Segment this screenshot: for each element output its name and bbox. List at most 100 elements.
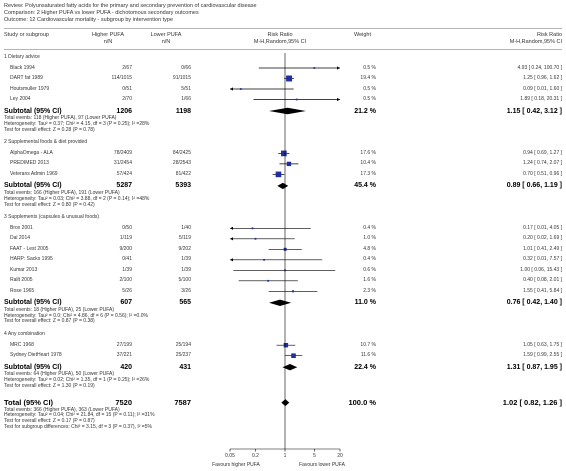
study-name: MRC 1968 bbox=[10, 341, 34, 348]
total-higher-n: 7520 bbox=[115, 397, 132, 407]
study-lower-events: 25/194 bbox=[175, 341, 191, 348]
study-ci-text: 0.40 [ 0.08, 2.01 ] bbox=[523, 277, 562, 284]
study-higher-events: 0/41 bbox=[122, 256, 132, 263]
subtotal-label: Subtotal (95% CI) bbox=[4, 182, 62, 190]
study-lower-events: 28/2543 bbox=[172, 160, 191, 167]
study-weight: 4.8 % bbox=[363, 245, 376, 252]
subtotal-label: Subtotal (95% CI) bbox=[4, 363, 62, 371]
study-ci-arrow-right bbox=[337, 66, 340, 70]
study-weight: 0.5 % bbox=[363, 64, 376, 71]
x-axis-tick-label: 0.05 bbox=[225, 453, 235, 459]
study-weight: 17.3 % bbox=[360, 170, 376, 177]
study-higher-events: 31/2454 bbox=[113, 160, 132, 167]
study-weight: 19.4 % bbox=[360, 75, 376, 81]
total-lower-n: 7587 bbox=[174, 397, 191, 407]
x-axis-tick-label: 20 bbox=[337, 453, 343, 459]
favours-lower-label: Favours lower PUFA bbox=[299, 462, 345, 468]
total-note: Test for subgroup differences: Chi² = 3.… bbox=[4, 424, 152, 430]
study-ci-text: 1.00 [ 0.06, 15.43 ] bbox=[520, 266, 562, 273]
study-name: Rose 1965 bbox=[10, 287, 35, 294]
subgroup-note: Total events: 118 (Higher PUFA), 97 (Low… bbox=[4, 115, 117, 121]
study-lower-events: 1/39 bbox=[181, 266, 191, 273]
header-bottom-rule bbox=[4, 49, 562, 50]
study-ci-text: 0.20 [ 0.02, 1.69 ] bbox=[523, 235, 562, 242]
study-point-estimate bbox=[281, 150, 287, 157]
study-point-estimate bbox=[291, 353, 296, 358]
study-ci-arrow-left bbox=[230, 258, 233, 262]
study-point-estimate bbox=[313, 67, 316, 69]
subtotal-diamond bbox=[269, 299, 292, 306]
subtotal-lower-n: 565 bbox=[179, 299, 191, 307]
study-point-estimate bbox=[286, 161, 292, 167]
study-higher-events: 114/1015 bbox=[111, 75, 132, 81]
group-title: 3 Supplements (capsules & unusual foods) bbox=[4, 214, 100, 221]
study-name: Brox 2001 bbox=[10, 224, 33, 231]
study-ci-text: 0.94 [ 0.69, 1.27 ] bbox=[523, 149, 562, 156]
subgroup-note: Total events: 64 (Higher PUFA), 50 (Lowe… bbox=[4, 371, 115, 378]
study-weight: 11.6 % bbox=[360, 352, 376, 359]
outcome-line: Outcome: 12 Cardiovascular mortality - s… bbox=[4, 17, 174, 23]
study-name: Houtsmuller 1979 bbox=[10, 85, 50, 92]
subtotal-ci-text: 1.15 [ 0.42, 3.12 ] bbox=[506, 107, 562, 115]
col-rr-sub: M-H,Random,95% CI bbox=[253, 39, 307, 45]
subtotal-lower-n: 431 bbox=[179, 363, 191, 371]
study-weight: 10.7 % bbox=[360, 341, 376, 348]
study-higher-events: 5/26 bbox=[122, 287, 132, 294]
study-lower-events: 25/237 bbox=[175, 352, 191, 359]
subtotal-lower-n: 1198 bbox=[175, 107, 191, 115]
subtotal-higher-n: 5287 bbox=[116, 182, 132, 190]
study-point-estimate bbox=[283, 342, 289, 348]
subtotal-ci-text: 0.76 [ 0.42, 1.40 ] bbox=[506, 299, 562, 307]
subgroup-note: Test for overall effect: Z = 1.30 (P = 0… bbox=[4, 382, 95, 389]
group-title: 2 Supplemental foods & diet provided bbox=[4, 139, 88, 146]
study-ci-text: 1.25 [ 0.96, 1.62 ] bbox=[523, 75, 562, 81]
col-study-header: Study or subgroup bbox=[4, 32, 49, 38]
study-lower-events: 84/2425 bbox=[172, 149, 191, 156]
favours-higher-label: Favours higher PUFA bbox=[212, 462, 260, 468]
study-lower-events: 3/26 bbox=[181, 287, 191, 294]
study-lower-events: 0/66 bbox=[181, 64, 191, 71]
study-ci-text: 1.05 [ 0.63, 1.75 ] bbox=[523, 341, 562, 348]
study-name: AlphaOmega - ALA bbox=[10, 149, 53, 156]
subtotal-diamond bbox=[282, 364, 298, 371]
study-higher-events: 37/221 bbox=[116, 352, 132, 359]
study-ci-arrow-left bbox=[230, 237, 233, 241]
comparison-line: Comparison: 2 Higher PUFA vs lower PUFA … bbox=[4, 10, 199, 16]
study-ci-arrow-right bbox=[337, 97, 340, 102]
total-ci-text: 1.02 [ 0.82, 1.26 ] bbox=[502, 397, 562, 407]
study-ci-text: 1.01 [ 0.41, 2.49 ] bbox=[523, 245, 562, 252]
subtotal-ci-text: 0.89 [ 0.66, 1.19 ] bbox=[506, 182, 562, 190]
study-ci-text: 0.09 [ 0.01, 1.60 ] bbox=[523, 85, 562, 92]
total-note: Test for overall effect: Z = 0.17 (P = 0… bbox=[4, 418, 95, 425]
study-ci-arrow-left bbox=[230, 226, 233, 230]
subgroup-note: Heterogeneity: Tau² = 0.37; Chi² = 4.15,… bbox=[4, 120, 150, 127]
study-name: Rallt 2005 bbox=[10, 277, 33, 284]
x-axis-tick-label: 1 bbox=[283, 453, 287, 459]
subgroup-note: Total events: 166 (Higher PUFA), 191 (Lo… bbox=[4, 189, 120, 196]
study-lower-events: 9/202 bbox=[178, 245, 191, 252]
study-weight: 0.6 % bbox=[363, 266, 376, 273]
study-point-estimate bbox=[292, 290, 295, 293]
study-point-estimate bbox=[295, 98, 298, 101]
study-higher-events: 9/200 bbox=[119, 245, 132, 252]
col-rr2-header: Risk Ratio bbox=[536, 32, 562, 38]
col-lower-header: Lower PUFA bbox=[150, 32, 182, 38]
total-weight: 100.0 % bbox=[348, 397, 376, 407]
study-ci-text: 4.93 [ 0.24, 100.70 ] bbox=[517, 64, 562, 71]
study-higher-events: 78/2409 bbox=[113, 149, 132, 156]
study-higher-events: 2/67 bbox=[122, 64, 132, 71]
study-name: Veterans Admin 1969 bbox=[10, 170, 58, 177]
review-line: Review: Polyunsaturated fatty acids for … bbox=[4, 3, 257, 9]
study-lower-events: 1/39 bbox=[181, 256, 191, 263]
subtotal-label: Subtotal (95% CI) bbox=[4, 107, 62, 115]
study-point-estimate bbox=[275, 171, 282, 178]
total-note: Total events: 366 (Higher PUFA), 363 (Lo… bbox=[4, 406, 120, 413]
study-point-estimate bbox=[251, 227, 254, 230]
study-ci-text: 0.17 [ 0.01, 4.05 ] bbox=[523, 224, 562, 231]
subtotal-higher-n: 420 bbox=[120, 363, 132, 371]
study-lower-events: 81/422 bbox=[175, 170, 191, 177]
study-weight: 17.6 % bbox=[360, 149, 376, 156]
study-higher-events: 0/51 bbox=[122, 85, 132, 92]
study-higher-events: 27/199 bbox=[116, 341, 132, 348]
header-top-rule bbox=[4, 28, 562, 29]
